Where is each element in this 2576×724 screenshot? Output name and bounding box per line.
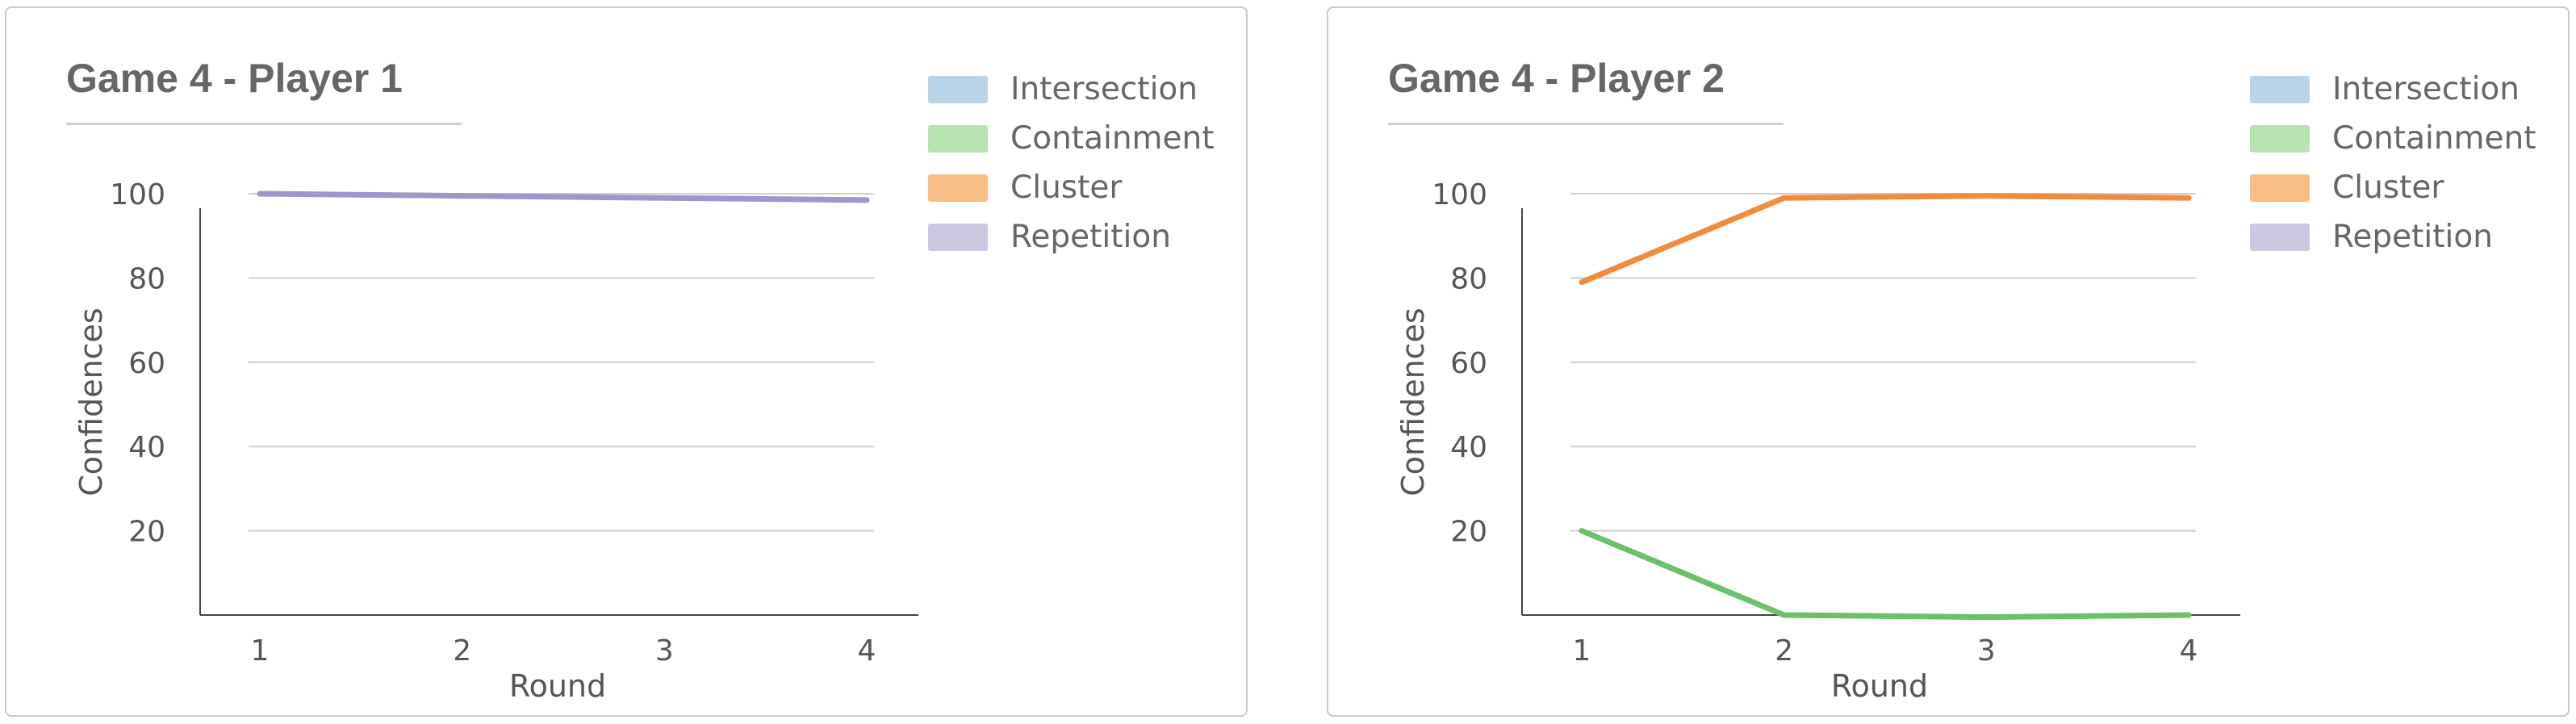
y-tick-label: 40 bbox=[1450, 431, 1487, 464]
line-plot: 20 40 60 80 100 1 2 3 4 Round Confidences bbox=[73, 178, 918, 704]
x-tick-label: 3 bbox=[655, 634, 674, 668]
legend-swatch bbox=[928, 223, 988, 251]
legend-item-intersection: Intersection bbox=[928, 65, 1215, 114]
legend-label: Intersection bbox=[1010, 71, 1198, 107]
legend-label: Repetition bbox=[1010, 219, 1171, 255]
x-tick-label: 3 bbox=[1977, 634, 1996, 668]
title-underline bbox=[1388, 123, 1784, 125]
y-tick-label: 20 bbox=[1450, 516, 1487, 549]
legend-swatch bbox=[928, 174, 988, 202]
y-tick-label: 20 bbox=[128, 516, 165, 549]
title-underline bbox=[66, 123, 462, 125]
legend-label: Intersection bbox=[2332, 71, 2520, 107]
x-tick-label: 2 bbox=[1775, 634, 1793, 668]
chart-panel-player-2: Game 4 - Player 2 20 40 60 80 100 1 2 3 4 Round Co… bbox=[1327, 6, 2570, 717]
x-tick-label: 4 bbox=[2180, 634, 2198, 668]
chart-title: Game 4 - Player 2 bbox=[1388, 56, 1725, 101]
legend-label: Containment bbox=[2332, 120, 2536, 157]
y-tick-label: 80 bbox=[128, 262, 165, 295]
y-tick-label: 60 bbox=[1450, 347, 1487, 380]
legend-swatch bbox=[928, 124, 988, 153]
legend-item-repetition: Repetition bbox=[2250, 212, 2536, 262]
legend-label: Repetition bbox=[2332, 219, 2493, 255]
legend-swatch bbox=[2250, 223, 2310, 251]
x-tick-label: 1 bbox=[1573, 634, 1591, 668]
legend-item-cluster: Cluster bbox=[2250, 163, 2536, 212]
line-plot: 20 40 60 80 100 1 2 3 4 Round Confidences bbox=[1395, 178, 2240, 704]
x-tick-label: 2 bbox=[453, 634, 471, 668]
series-line-containment bbox=[1579, 528, 2192, 621]
legend: Intersection Containment Cluster Repetit… bbox=[2250, 65, 2536, 262]
legend-swatch bbox=[2250, 174, 2310, 202]
legend-item-intersection: Intersection bbox=[2250, 65, 2536, 114]
series-line-cluster bbox=[1579, 193, 2192, 286]
x-tick-label: 1 bbox=[251, 634, 270, 668]
series-line-repetition bbox=[257, 190, 870, 203]
y-axis-label: Confidences bbox=[1395, 308, 1431, 496]
y-tick-label: 100 bbox=[1432, 178, 1487, 211]
y-axis-label: Confidences bbox=[73, 308, 109, 496]
legend-swatch bbox=[2250, 124, 2310, 153]
x-tick-label: 4 bbox=[858, 634, 876, 668]
x-axis-label: Round bbox=[509, 668, 606, 704]
y-tick-label: 80 bbox=[1450, 262, 1487, 295]
legend-item-cluster: Cluster bbox=[928, 163, 1215, 212]
legend-item-containment: Containment bbox=[2250, 114, 2536, 163]
legend-swatch bbox=[2250, 75, 2310, 103]
legend-item-repetition: Repetition bbox=[928, 212, 1215, 262]
x-axis-label: Round bbox=[1831, 668, 1928, 704]
legend-label: Cluster bbox=[2332, 169, 2444, 206]
chart-title: Game 4 - Player 1 bbox=[66, 56, 403, 101]
y-tick-label: 100 bbox=[110, 178, 165, 211]
legend-label: Containment bbox=[1010, 120, 1215, 157]
y-tick-label: 60 bbox=[128, 347, 165, 380]
legend-label: Cluster bbox=[1010, 169, 1123, 206]
legend-swatch bbox=[928, 75, 988, 103]
y-tick-label: 40 bbox=[128, 431, 165, 464]
legend-item-containment: Containment bbox=[928, 114, 1215, 163]
legend: Intersection Containment Cluster Repetit… bbox=[928, 65, 1215, 262]
chart-panel-player-1: Game 4 - Player 1 20 40 60 80 100 1 2 3 4 Round Co… bbox=[5, 6, 1248, 717]
